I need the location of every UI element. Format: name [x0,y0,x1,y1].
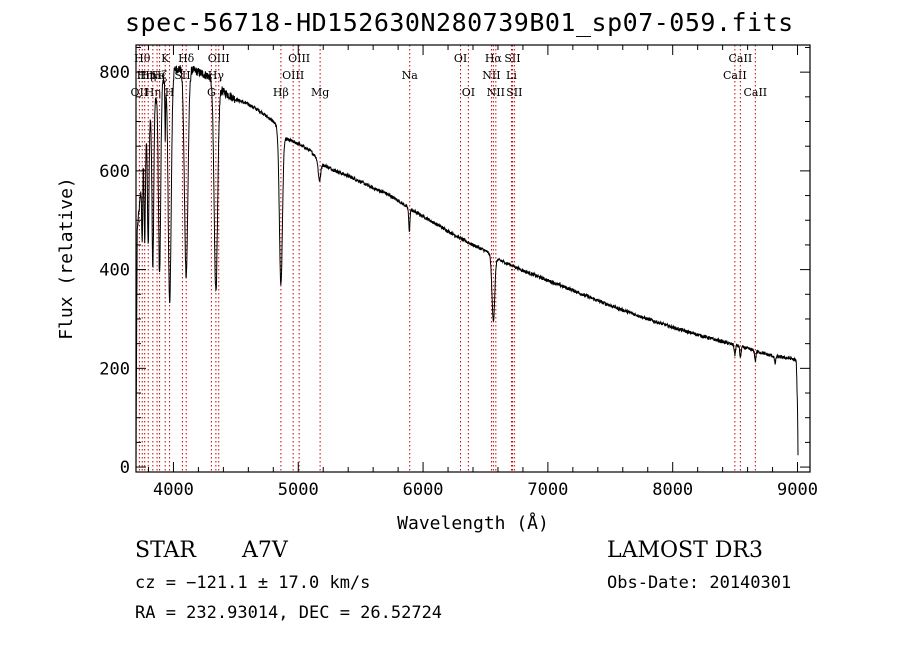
line-marker-label: G [207,86,216,99]
object-type: STAR [135,538,196,563]
line-marker-label: Hθ [134,52,151,65]
line-marker-label: Li [506,69,517,82]
x-tick-label: 6000 [403,480,444,500]
line-marker-label: Hδ [178,52,195,65]
plot-frame [135,44,811,473]
line-marker-label: Hα [485,52,503,65]
x-tick-label: 5000 [278,480,319,500]
line-marker-label: Hβ [273,86,289,99]
x-tick-label: 7000 [527,480,568,500]
chart-title: spec-56718-HD152630N280739B01_sp07-059.f… [125,8,794,37]
line-marker-label: OIII [208,52,230,65]
x-tick-label: 4000 [153,480,194,500]
redshift-velocity: cz = −121.1 ± 17.0 km/s [135,573,371,593]
survey-name: LAMOST DR3 [607,538,763,563]
line-marker-label: SII [504,52,520,65]
line-marker-label: Na [402,69,419,82]
line-marker-label: Mg [311,86,329,99]
y-tick-label: 200 [99,359,130,379]
line-markers: OIIHθHηHηHηNeHζKHSIIHδGHγOIIIHβOIIIOIIIM… [131,45,767,472]
spectrum-series [135,65,799,468]
line-marker-label: Hγ [208,69,225,82]
x-axis-label: Wavelength (Å) [397,512,549,534]
line-marker-label: H [165,86,175,99]
line-marker-label: NII [482,69,500,82]
line-marker-label: OIII [282,69,304,82]
line-marker-label: CaII [723,69,747,82]
x-tick-label: 8000 [652,480,693,500]
line-marker-label: Hζ [152,69,168,82]
observation-date: Obs-Date: 20140301 [607,573,792,593]
axis-tick-labels: 4000 5000 6000 7000 8000 9000 0 200 400 600 800 [99,63,818,500]
x-tick-label: 9000 [777,480,818,500]
y-tick-label: 400 [99,261,130,281]
line-marker-label: Ne [149,69,165,82]
line-marker-label: OIII [288,52,310,65]
spectrum-line [135,65,799,468]
line-marker-label: SII [506,86,522,99]
spectral-class: A7V [242,538,288,563]
y-tick-label: 800 [99,63,130,83]
line-marker-label: Hη [145,86,161,99]
y-axis-label: Flux (relative) [56,177,77,340]
line-marker-label: CaII [743,86,767,99]
y-tick-label: 0 [120,458,130,478]
line-marker-label: OII [131,86,149,99]
line-marker-label: CaII [729,52,753,65]
y-tick-label: 600 [99,162,130,182]
coordinates: RA = 232.93014, DEC = 26.52724 [135,603,443,623]
line-marker-label: OI [454,52,467,65]
line-marker-label: OI [462,86,475,99]
line-marker-label: NII [487,86,505,99]
axis-ticks [136,45,810,472]
line-marker-label: K [161,52,170,65]
